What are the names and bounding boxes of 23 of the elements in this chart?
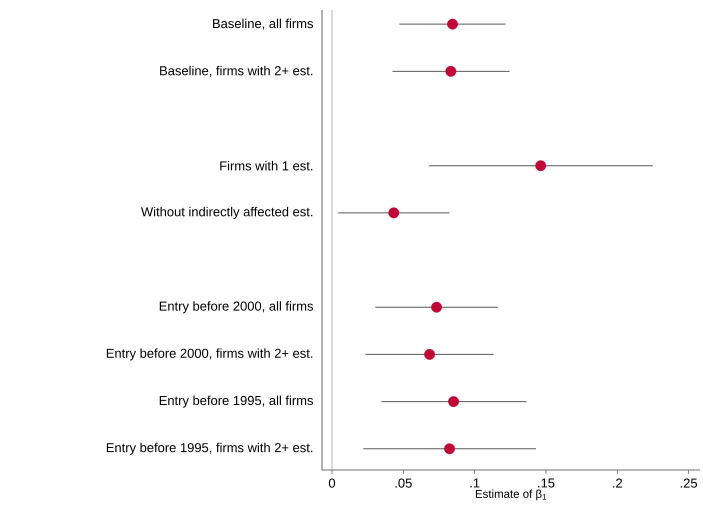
x-tick-label: .1 (470, 478, 480, 488)
x-tick-label: 0 (328, 478, 336, 488)
x-tick-label: .05 (395, 478, 412, 488)
point (447, 18, 458, 30)
x-tick-label: .15 (538, 478, 554, 488)
y-tick-label: Entry before 2000, all firms (160, 301, 313, 314)
y-tick-label: Baseline, all firms (213, 18, 313, 30)
x-tick-label: .25 (680, 478, 698, 488)
point (431, 302, 442, 313)
y-tick-label: Entry before 2000, firms with 2+ est. (106, 348, 312, 360)
point (535, 160, 546, 172)
y-tick-label: Firms with 1 est. (220, 160, 312, 170)
point (445, 66, 456, 77)
point (444, 443, 455, 454)
y-tick-label: Entry before 1995, all firms (160, 396, 313, 408)
x-tick-label: .2 (613, 478, 622, 488)
y-tick-label: Baseline, firms with 2+ est. (160, 66, 312, 77)
point (388, 207, 400, 218)
point (448, 396, 459, 407)
x-axis-title: Estimate of β$_{1}$ (476, 490, 546, 500)
y-tick-label: Entry before 1995, firms with 2+ est. (106, 442, 312, 455)
y-tick-label: Without indirectly affected est. (141, 206, 312, 219)
point (424, 349, 435, 360)
